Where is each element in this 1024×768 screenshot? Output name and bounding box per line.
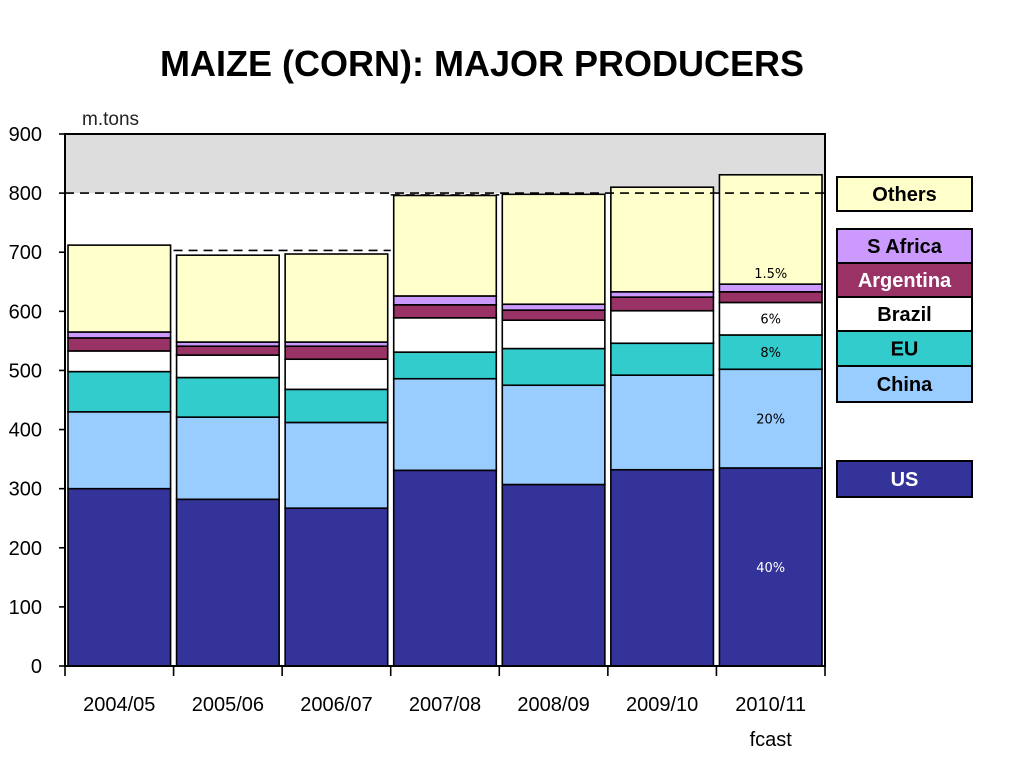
y-tick-label-600: 600 <box>9 301 42 323</box>
legend-swatch-china <box>836 365 973 403</box>
y-tick-label-900: 900 <box>9 124 42 146</box>
x-tick-label-2010-11: 2010/11 <box>735 694 806 716</box>
percent-label-others: 1.5% <box>754 267 787 282</box>
bar-segment-argentina-2004-05 <box>67 337 172 352</box>
bar-segment-brazil-2008-09 <box>501 319 606 350</box>
bar-segment-eu-2010-11 <box>718 334 823 371</box>
percent-label-us: 40% <box>756 561 785 576</box>
bar-segment-others-2005-06 <box>175 254 280 343</box>
bar-segment-china-2007-08 <box>392 377 498 472</box>
legend-swatch-others <box>836 176 973 212</box>
plot-area: 0 100 200 300 400 500 600 700 800 900 2004/05 2005/… <box>9 124 826 751</box>
bar-segment-brazil-2006-07 <box>284 358 389 391</box>
bar-segment-eu-2004-05 <box>67 370 172 413</box>
legend-label-china: China <box>877 374 933 396</box>
bar-segment-us-2010-11 <box>718 467 823 667</box>
x-tick-label-2008-09: 2008/09 <box>517 694 589 716</box>
legend-swatch-brazil <box>836 296 973 332</box>
chart-title: MAIZE (CORN): MAJOR PRODUCERS <box>160 43 804 84</box>
legend-swatch-argentina <box>836 262 973 298</box>
bar-segment-china-2010-11 <box>718 368 823 469</box>
bar-segment-brazil-2004-05 <box>67 350 172 373</box>
bar-segment-argentina-2007-08 <box>392 304 498 319</box>
legend-swatch-eu <box>836 330 973 367</box>
bar-segment-eu-2008-09 <box>501 347 606 387</box>
legend-label-s-africa: S Africa <box>867 236 943 258</box>
x-tick-label-2007-08: 2007/08 <box>409 694 481 716</box>
legend-label-brazil: Brazil <box>877 304 931 326</box>
x-tick-label-2009-10: 2009/10 <box>626 694 698 716</box>
bar-segment-eu-2009-10 <box>610 342 715 376</box>
x-tick-sublabel-2010-11: fcast <box>750 729 793 751</box>
legend: Others S Africa Argentina Brazil EU China US <box>836 176 973 498</box>
bar-segment-china-2006-07 <box>284 421 389 509</box>
bar-segment-others-2008-09 <box>501 193 606 306</box>
bar-segment-brazil-2007-08 <box>392 317 498 353</box>
bar-segment-us-2006-07 <box>284 507 389 667</box>
y-tick-label-0: 0 <box>31 656 42 678</box>
bar-segment-s-africa-2004-05 <box>67 331 172 339</box>
bar-segment-us-2005-06 <box>175 498 280 667</box>
y-axis-unit-label: m.tons <box>82 109 139 130</box>
x-tick-label-2005-06: 2005/06 <box>192 694 264 716</box>
bar-segment-argentina-2005-06 <box>175 345 280 356</box>
legend-label-us: US <box>891 469 919 491</box>
percent-label-china: 20% <box>756 413 785 428</box>
bar-segment-others-2009-10 <box>610 186 715 293</box>
x-tick-label-2004-05: 2004/05 <box>83 694 155 716</box>
bar-segment-argentina-2010-11 <box>718 291 823 304</box>
bar-segment-argentina-2006-07 <box>284 345 389 361</box>
bar-segment-china-2008-09 <box>501 384 606 486</box>
y-tick-label-100: 100 <box>9 597 42 619</box>
percent-label-brazil: 6% <box>760 313 781 328</box>
plot-frame <box>64 133 826 667</box>
bar-segment-china-2005-06 <box>175 416 280 501</box>
bar-segment-us-2004-05 <box>67 487 172 667</box>
bar-segment-eu-2005-06 <box>175 376 280 418</box>
y-tick-label-700: 700 <box>9 242 42 264</box>
legend-label-others: Others <box>872 184 936 206</box>
legend-swatch-us <box>836 460 973 498</box>
y-tick-label-800: 800 <box>9 183 42 205</box>
y-tick-label-500: 500 <box>9 360 42 382</box>
x-tick-label-2006-07: 2006/07 <box>300 694 372 716</box>
y-tick-label-400: 400 <box>9 420 42 442</box>
bar-segment-brazil-2005-06 <box>175 354 280 379</box>
legend-label-argentina: Argentina <box>858 270 952 292</box>
bar-segment-us-2009-10 <box>610 468 715 667</box>
bar-segment-argentina-2008-09 <box>501 309 606 322</box>
bar-segment-eu-2007-08 <box>392 351 498 380</box>
bar-segment-brazil-2009-10 <box>610 309 715 345</box>
bar-segment-us-2008-09 <box>501 483 606 667</box>
y-tick-label-200: 200 <box>9 538 42 560</box>
bar-segment-china-2004-05 <box>67 411 172 490</box>
bar-segment-china-2009-10 <box>610 374 715 471</box>
bar-segment-us-2007-08 <box>392 469 498 667</box>
bar-segment-others-2007-08 <box>392 194 498 297</box>
capacity-band <box>65 134 825 194</box>
y-tick-label-300: 300 <box>9 479 42 501</box>
bar-segment-others-2004-05 <box>67 244 172 333</box>
legend-label-eu: EU <box>891 339 919 361</box>
bar-segment-s-africa-2010-11 <box>718 283 823 293</box>
bar-segment-s-africa-2007-08 <box>392 295 498 306</box>
bar-segment-s-africa-2008-09 <box>501 303 606 311</box>
bar-segment-argentina-2009-10 <box>610 296 715 312</box>
bar-segment-others-2006-07 <box>284 253 389 343</box>
percent-label-eu: 8% <box>760 346 781 361</box>
bar-segment-eu-2006-07 <box>284 388 389 424</box>
